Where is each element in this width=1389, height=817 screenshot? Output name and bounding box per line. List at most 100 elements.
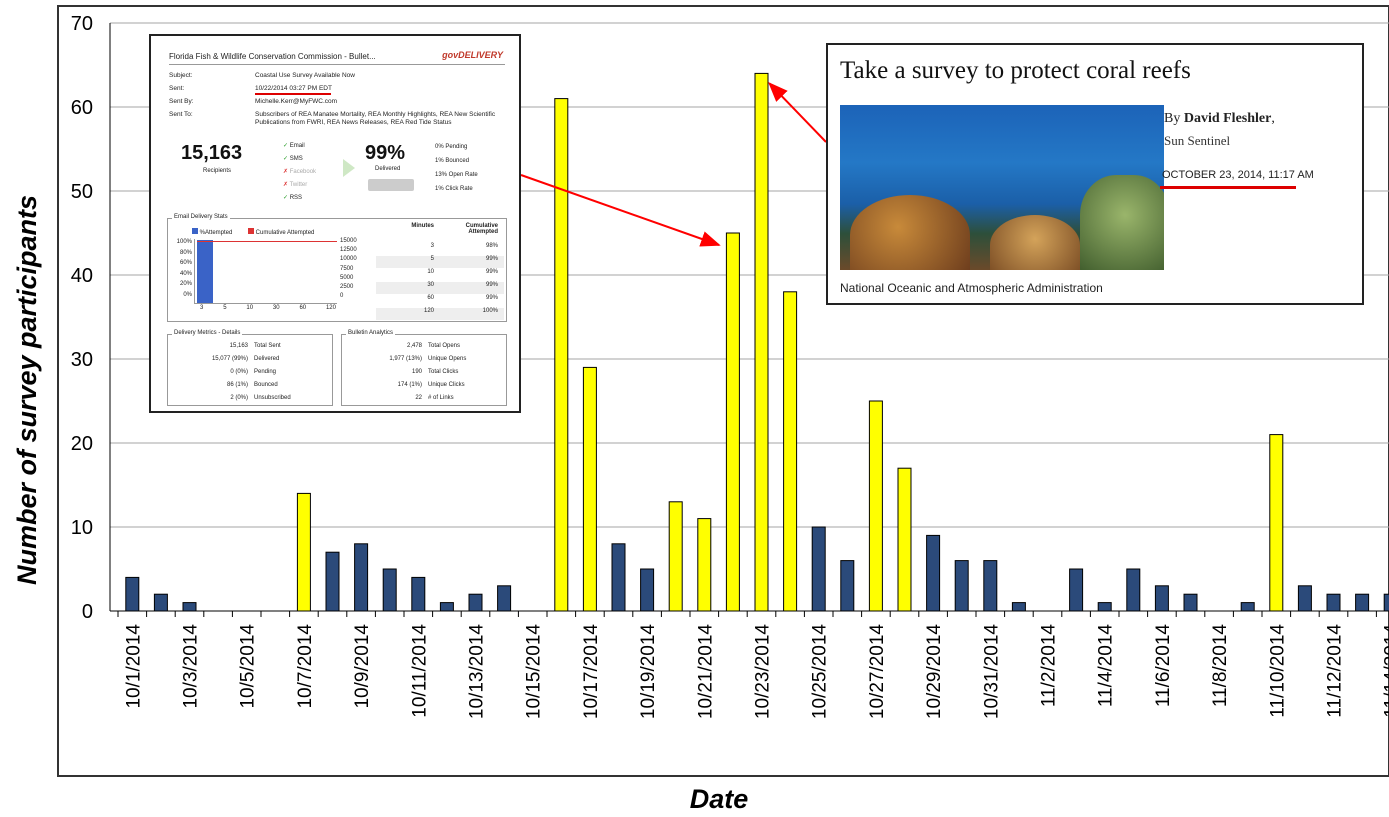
sent-by-label: Sent By: [169, 98, 194, 105]
coral-reef-photo [840, 105, 1164, 270]
recipients-label: Recipients [203, 168, 232, 174]
channel-twitter: ✗ Twitter [283, 182, 308, 188]
table-row: 30 99% [376, 282, 504, 294]
rate-click: 1% Click Rate [435, 186, 473, 192]
bar-10-3-2014 [182, 602, 197, 612]
bar-10-27-2014 [868, 400, 883, 612]
subject-value: Coastal Use Survey Available Now [255, 72, 355, 79]
check-icon: ✓ [283, 195, 289, 201]
table-row: 5 99% [376, 256, 504, 268]
y-tick-label: 10 [71, 517, 93, 539]
x-tick-label: 11/10/2014 [1267, 624, 1288, 718]
table-row: 10 99% [427, 269, 498, 275]
bar-10-31-2014 [983, 560, 998, 612]
bar-10-20-2014 [668, 501, 683, 612]
channel-rss: ✓ RSS [283, 195, 303, 201]
metric-row: 15,163 Total Sent [229, 343, 281, 349]
x-tick-label: 10/1/2014 [123, 624, 144, 709]
x-mark-icon: ✗ [283, 182, 289, 188]
x-tick-label: 11/6/2014 [1153, 624, 1174, 708]
bar-10-24-2014 [783, 291, 798, 612]
email-delivery-report-inset: Florida Fish & Wildlife Conservation Com… [149, 34, 521, 413]
bar-10-21-2014 [697, 518, 712, 612]
channel-facebook: ✗ Facebook [283, 169, 317, 175]
arrow-email-to-bar [520, 174, 721, 247]
legend-cumulative: Cumulative Attempted [248, 228, 314, 236]
x-tick-label: 10/25/2014 [810, 624, 831, 720]
report-header: Florida Fish & Wildlife Conservation Com… [169, 50, 505, 65]
table-row: 120 100% [376, 308, 504, 320]
bar-10-25-2014 [811, 526, 826, 612]
bar-10-1-2014 [125, 576, 140, 612]
mini-bar-3min [197, 240, 213, 303]
x-tick-label: 10/17/2014 [581, 624, 602, 720]
bar-10-29-2014 [926, 534, 941, 612]
article-outlet: Sun Sentinel [1164, 133, 1231, 148]
x-tick-label: 10/29/2014 [924, 624, 945, 720]
bar-10-7-2014 [296, 492, 311, 612]
y-axis-label: Number of survey participants [12, 195, 42, 585]
x-mark-icon: ✗ [283, 169, 289, 175]
x-tick-label: 10/21/2014 [695, 624, 716, 720]
x-tick-label: 10/13/2014 [467, 624, 488, 720]
x-tick-label: 10/9/2014 [352, 624, 373, 709]
coral-shape [850, 195, 970, 270]
x-tick-label: 11/8/2014 [1210, 624, 1231, 708]
x-tick-label: 10/31/2014 [981, 624, 1002, 720]
x-tick-label: 10/11/2014 [409, 624, 430, 718]
delivered-percent: 99% [365, 142, 406, 164]
rate-bounced: 1% Bounced [435, 158, 470, 164]
bar-10-2-2014 [153, 593, 168, 612]
x-tick-labels: 10/1/2014 10/3/2014 10/5/2014 10/7/2014 10/9… [117, 611, 1389, 720]
coral-shape [1080, 175, 1164, 270]
rate-open: 13% Open Rate [435, 172, 478, 178]
x-tick-label: 10/3/2014 [181, 624, 202, 709]
channel-email: ✓ Email [283, 143, 305, 149]
metric-row: 86 (1%) Bounced [226, 382, 278, 388]
article-date: OCTOBER 23, 2014, 11:17 AM [1162, 169, 1314, 181]
bar-11-9-2014 [1240, 602, 1255, 612]
article-author: David Fleshler [1183, 111, 1272, 126]
bar-11-4-2014 [1097, 602, 1112, 612]
delivered-label: Delivered [375, 166, 401, 172]
x-tick-label: 10/27/2014 [867, 624, 888, 720]
recipients-count: 15,163 [181, 142, 243, 164]
report-title: Florida Fish & Wildlife Conservation Com… [169, 52, 376, 61]
sent-to-value: Subscribers of REA Manatee Mortality, RE… [255, 111, 496, 126]
article-byline: By David Fleshler, [1164, 111, 1275, 126]
annotation-arrows [520, 81, 827, 247]
metric-row: 0 (0%) Pending [230, 369, 277, 375]
y-tick-label: 20 [71, 433, 93, 455]
bar-10-28-2014 [897, 467, 912, 612]
sent-underline [255, 93, 331, 95]
check-icon: ✓ [283, 143, 289, 149]
metric-row: 15,077 (99%) Delivered [211, 356, 280, 362]
delivery-metrics-box: Delivery Metrics - Details 15,163 Total S… [167, 330, 333, 406]
bar-10-12-2014 [439, 602, 454, 612]
x-tick-label: 10/23/2014 [753, 624, 774, 720]
bar-10-17-2014 [582, 366, 597, 612]
bar-10-22-2014 [725, 232, 740, 612]
govdelivery-logo: govDELIVERY [442, 50, 503, 60]
rate-pending: 0% Pending [435, 144, 468, 150]
mini-y-right-labels: 15000 12500 10000 7500 5000 2500 0 [340, 238, 357, 300]
channel-sms: ✓ SMS [283, 156, 303, 162]
y-tick-label: 40 [71, 265, 93, 287]
analytics-row: 22 # of Links [415, 395, 454, 401]
photo-credit: National Oceanic and Atmospheric Adminis… [840, 281, 1103, 295]
cumulative-line [197, 241, 337, 242]
delivery-stats-box: Email Delivery Stats %Attempted Cumulati… [167, 214, 507, 322]
bar-11-10-2014 [1269, 434, 1284, 612]
analytics-row: 190 Total Clicks [411, 369, 459, 375]
bar-10-19-2014 [640, 568, 655, 612]
y-tick-label: 70 [71, 13, 93, 35]
sent-to-label: Sent To: [169, 111, 193, 118]
analytics-row: 174 (1%) Unique Clicks [397, 382, 465, 388]
bar-11-13-2014 [1355, 593, 1370, 612]
table-header: Minutes Cumulative Attempted [411, 223, 498, 235]
bar-11-3-2014 [1069, 568, 1084, 612]
bar-11-14-2014 [1383, 593, 1389, 612]
check-icon: ✓ [283, 156, 289, 162]
bar-10-11-2014 [411, 576, 426, 612]
bulletin-analytics-box: Bulletin Analytics 2,478 Total Opens 1,97… [341, 330, 507, 406]
